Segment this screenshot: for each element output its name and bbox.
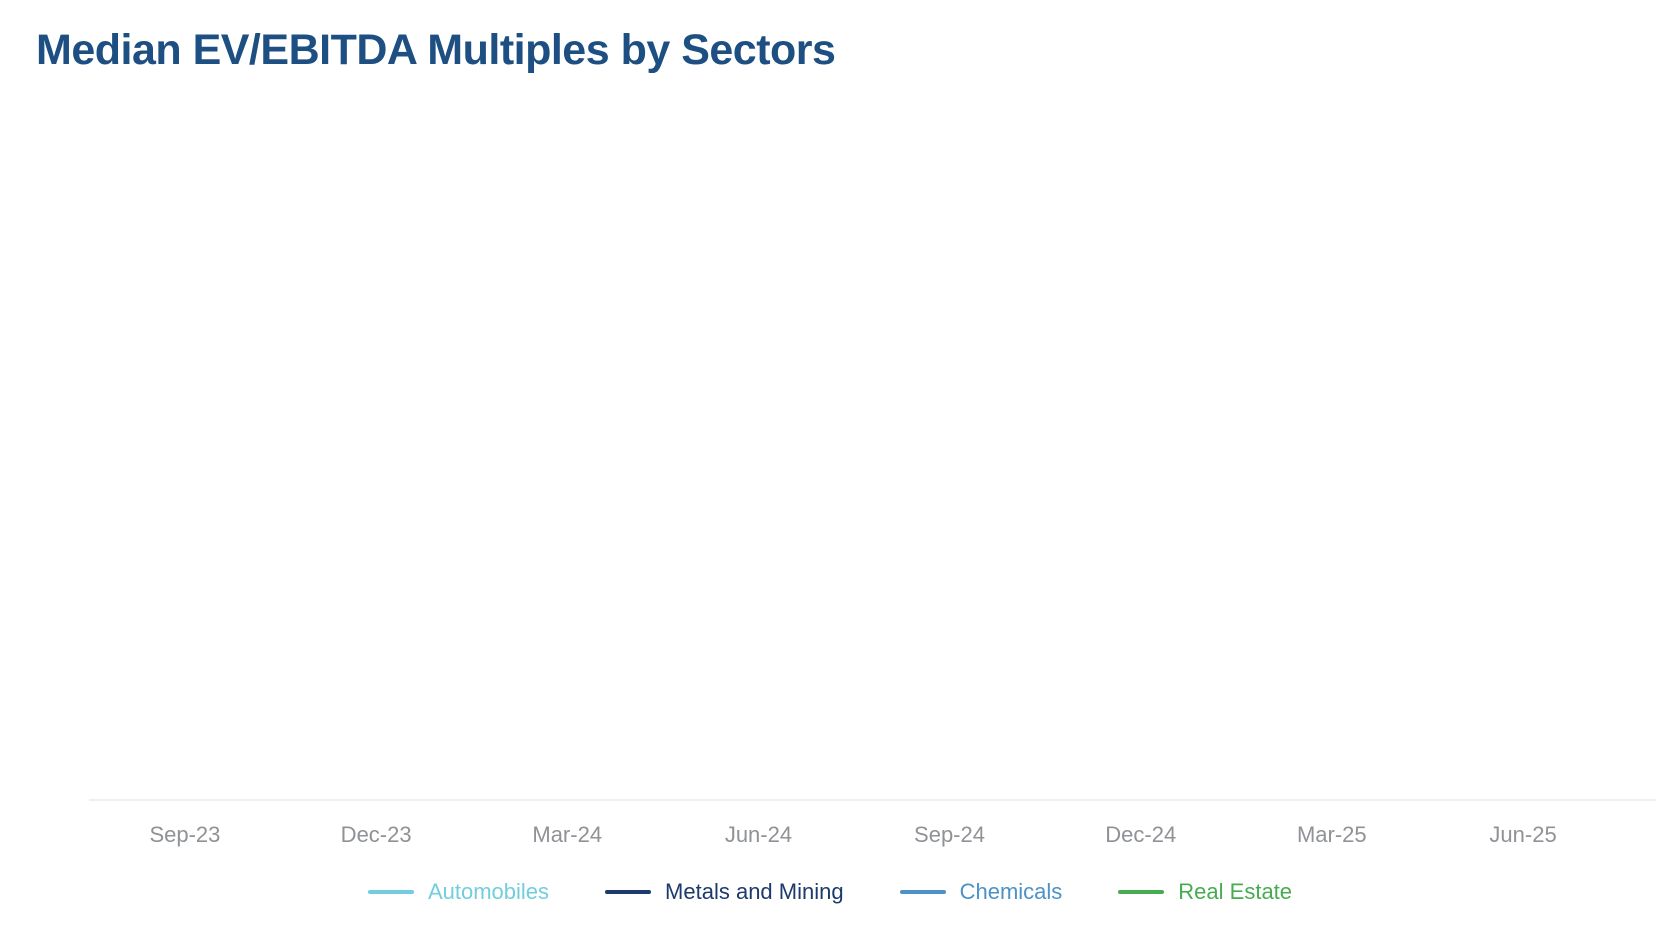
- plot-area: [89, 110, 1656, 799]
- legend-item-chemicals[interactable]: Chemicals: [899, 879, 1063, 905]
- x-tick-label: Dec-24: [1105, 822, 1177, 847]
- x-tick-label: Mar-24: [532, 822, 603, 847]
- legend-label-automobiles: Automobiles: [427, 879, 550, 904]
- legend-line-marker-automobiles: [367, 890, 414, 894]
- x-axis: Sep-23 Dec-23 Mar-24 Jun-24 Sep-24 Dec-2…: [0, 822, 1660, 850]
- legend-line-marker-chemicals: [899, 890, 946, 894]
- legend-line-marker-metals-and-mining: [605, 890, 652, 894]
- chart-title: Median EV/EBITDA Multiples by Sectors: [36, 26, 836, 74]
- x-tick-label: Dec-23: [340, 822, 412, 847]
- legend-item-automobiles[interactable]: Automobiles: [367, 879, 550, 905]
- x-tick-label: Sep-23: [149, 822, 221, 847]
- chart-legend: Automobiles Metals and Mining Chemicals …: [0, 877, 1660, 907]
- x-tick-label: Sep-24: [914, 822, 985, 847]
- x-tick-label: Jun-25: [1489, 822, 1557, 847]
- legend-label-chemicals: Chemicals: [959, 879, 1063, 904]
- legend-line-marker-real-estate: [1118, 890, 1165, 894]
- x-tick-label: Mar-25: [1296, 822, 1367, 847]
- x-axis-line: [89, 799, 1656, 801]
- legend-item-real-estate[interactable]: Real Estate: [1118, 879, 1292, 905]
- x-tick-label: Jun-24: [724, 822, 793, 847]
- legend-label-metals-and-mining: Metals and Mining: [665, 879, 844, 904]
- legend-item-metals-and-mining[interactable]: Metals and Mining: [605, 879, 844, 905]
- legend-label-real-estate: Real Estate: [1178, 879, 1293, 904]
